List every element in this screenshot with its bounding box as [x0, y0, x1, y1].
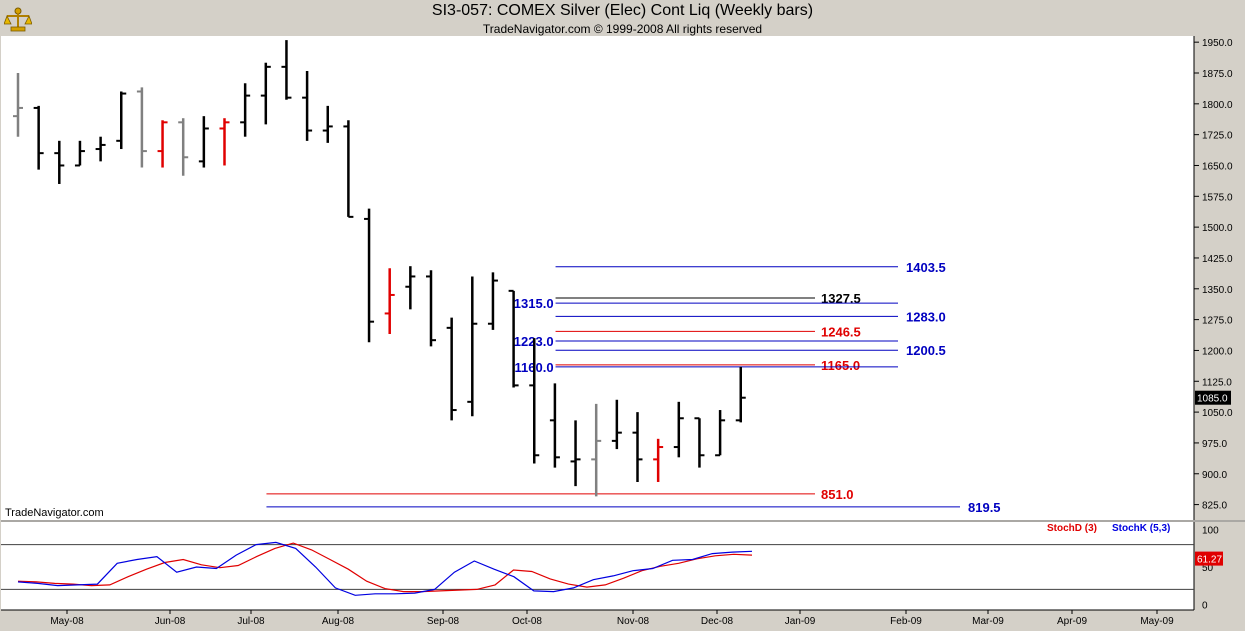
date-tick-label: Jul-08	[237, 616, 265, 627]
level-label: 1246.5	[821, 324, 861, 339]
price-tick-label: 1200.0	[1202, 346, 1233, 357]
price-tick-label: 1800.0	[1202, 100, 1233, 111]
date-tick-label: Aug-08	[322, 616, 355, 627]
level-label: 1165.0	[821, 358, 860, 373]
price-tick-label: 1575.0	[1202, 192, 1233, 203]
price-tick-label: 1875.0	[1202, 69, 1233, 80]
date-tick-label: Mar-09	[972, 616, 1004, 627]
price-tick-label: 1425.0	[1202, 254, 1233, 265]
date-tick-label: Sep-08	[427, 616, 460, 627]
date-tick-label: Jan-09	[785, 616, 816, 627]
level-label: 1283.0	[906, 309, 946, 324]
level-label: 819.5	[968, 500, 1001, 515]
level-label: 851.0	[821, 487, 854, 502]
price-tick-label: 1125.0	[1202, 377, 1232, 388]
date-tick-label: May-09	[1140, 616, 1174, 627]
date-tick-label: May-08	[50, 616, 84, 627]
date-tick-label: Jun-08	[155, 616, 186, 627]
date-tick-label: Dec-08	[701, 616, 734, 627]
level-label: 1200.5	[906, 343, 946, 358]
level-label: 1403.5	[906, 260, 946, 275]
stochastic-panel	[1, 522, 1194, 610]
last-price-label: 1085.0	[1197, 394, 1228, 405]
last-price-box	[1195, 390, 1231, 405]
price-tick-label: 1725.0	[1202, 131, 1233, 142]
price-tick-label: 1350.0	[1202, 285, 1233, 296]
watermark: TradeNavigator.com	[5, 507, 104, 519]
stoch-tick-label: 50	[1202, 563, 1214, 574]
date-tick-label: Oct-08	[512, 616, 542, 627]
stoch-tick-label: 0	[1202, 600, 1208, 611]
chart-title: SI3-057: COMEX Silver (Elec) Cont Liq (W…	[431, 2, 814, 19]
last-stoch-box	[1195, 551, 1223, 566]
price-tick-label: 975.0	[1202, 439, 1227, 450]
price-panel	[1, 36, 1194, 520]
price-tick-label: 1050.0	[1202, 408, 1233, 419]
legend-stoch-d: StochD (3)	[1047, 523, 1097, 534]
date-tick-label: Apr-09	[1057, 616, 1087, 627]
price-tick-label: 1275.0	[1202, 316, 1233, 327]
price-tick-label: 1500.0	[1202, 223, 1233, 234]
trade-navigator-logo-icon	[3, 4, 33, 34]
last-stoch-label: 61.27	[1197, 555, 1222, 566]
stoch-d-line	[17, 542, 753, 593]
price-tick-label: 1650.0	[1202, 161, 1233, 172]
price-tick-label: 1950.0	[1202, 38, 1233, 49]
level-label: 1327.5	[821, 291, 861, 306]
date-tick-label: Feb-09	[890, 616, 922, 627]
chart-subtitle: TradeNavigator.com © 1999-2008 All right…	[482, 22, 763, 36]
level-label: 1315.0	[514, 296, 554, 311]
price-tick-label: 825.0	[1202, 501, 1227, 512]
stoch-k-line	[17, 541, 753, 596]
legend-stoch-k: StochK (5,3)	[1112, 523, 1170, 534]
price-tick-label: 900.0	[1202, 470, 1227, 481]
date-tick-label: Nov-08	[617, 616, 650, 627]
stoch-tick-label: 100	[1202, 526, 1219, 537]
